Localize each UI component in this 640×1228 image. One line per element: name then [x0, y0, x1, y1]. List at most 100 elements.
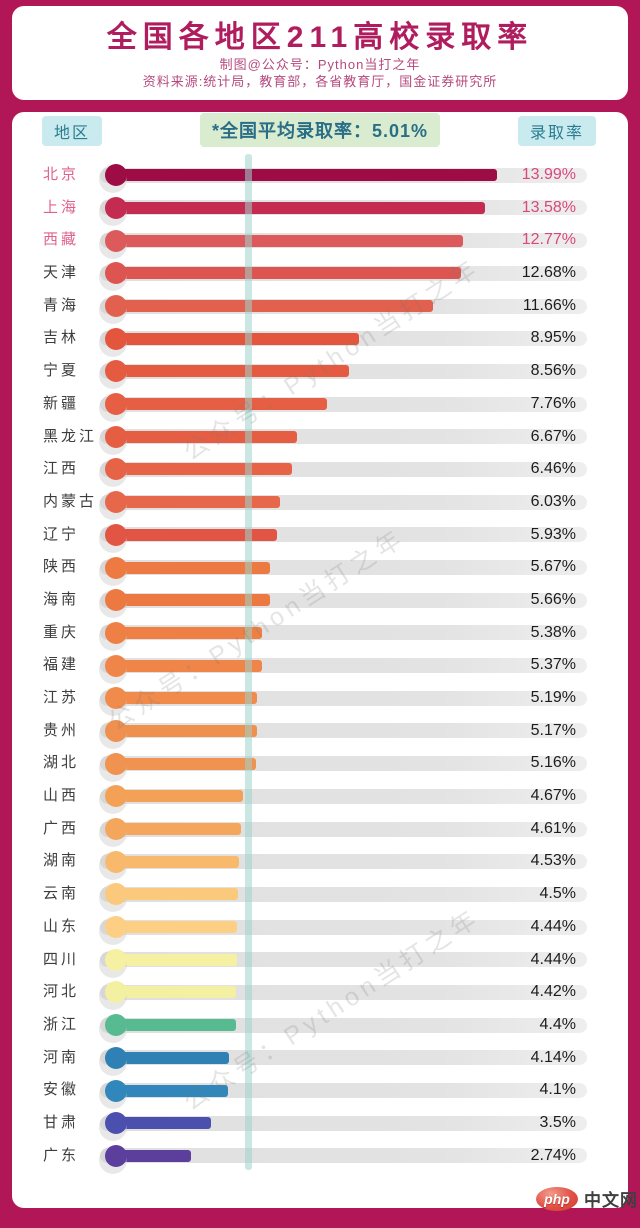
- rate-value: 4.4%: [539, 1015, 576, 1033]
- rate-value: 5.67%: [530, 558, 576, 576]
- rate-value: 12.77%: [521, 231, 576, 249]
- region-label: 云南: [43, 885, 80, 903]
- lollipop-dot: [105, 556, 127, 579]
- value-bar: [116, 1084, 228, 1097]
- rate-value: 5.17%: [530, 721, 576, 739]
- lollipop-dot: [105, 621, 127, 644]
- chart-row: 宁夏 8.56%: [0, 355, 640, 388]
- rate-value: 4.14%: [530, 1048, 576, 1066]
- bar-track: [100, 1148, 587, 1164]
- rate-value: 5.93%: [530, 525, 576, 543]
- region-label: 上海: [43, 198, 80, 216]
- rate-value: 13.99%: [521, 166, 576, 183]
- lollipop-dot: [105, 196, 127, 219]
- value-bar: [116, 332, 360, 345]
- lollipop-dot: [105, 1112, 127, 1135]
- lollipop-dot: [105, 523, 127, 546]
- region-label: 河南: [43, 1048, 80, 1066]
- value-bar: [116, 724, 257, 737]
- chart-row: 西藏 12.77%: [0, 224, 640, 257]
- rate-value: 4.5%: [539, 885, 576, 903]
- average-reference-line: [245, 154, 252, 1170]
- value-bar: [116, 300, 434, 313]
- value-bar: [116, 398, 328, 411]
- value-bar: [116, 561, 271, 574]
- php-logo-text: php: [544, 1190, 570, 1207]
- lollipop-dot: [105, 883, 127, 906]
- chart-row: 内蒙古 6.03%: [0, 486, 640, 519]
- lollipop-dot: [105, 262, 127, 285]
- lollipop-dot: [105, 850, 127, 873]
- region-label: 山东: [43, 917, 80, 935]
- column-header-region: 地区: [42, 116, 103, 146]
- value-bar: [116, 986, 237, 999]
- chart-row: 新疆 7.76%: [0, 388, 640, 421]
- rate-value: 7.76%: [530, 394, 576, 412]
- region-label: 青海: [43, 296, 80, 314]
- value-bar: [116, 267, 461, 280]
- rate-value: 4.53%: [530, 852, 576, 870]
- chart-row: 重庆 5.38%: [0, 617, 640, 650]
- site-logo: php 中文网: [536, 1186, 638, 1211]
- chart-row: 山东 4.44%: [0, 911, 640, 944]
- rate-value: 6.67%: [530, 427, 576, 445]
- chart-row: 河北 4.42%: [0, 976, 640, 1009]
- value-bar: [116, 888, 239, 901]
- value-bar: [116, 169, 497, 182]
- value-bar: [116, 790, 244, 803]
- rate-value: 4.44%: [530, 917, 576, 935]
- chart-row: 云南 4.5%: [0, 878, 640, 911]
- region-label: 安徽: [43, 1081, 80, 1099]
- region-label: 陕西: [43, 558, 80, 576]
- region-label: 甘肃: [43, 1113, 80, 1131]
- lollipop-dot: [105, 491, 127, 514]
- bar-chart: 北京 13.99% 上海 13.58% 西藏 12.77% 天津 12.68% 青海 11.66%…: [0, 159, 640, 1172]
- column-header-rate: 录取率: [517, 116, 596, 146]
- value-bar: [116, 757, 257, 770]
- value-bar: [116, 659, 263, 672]
- value-bar: [116, 234, 464, 247]
- chart-row: 辽宁 5.93%: [0, 519, 640, 552]
- chart-row: 河南 4.14%: [0, 1042, 640, 1075]
- value-bar: [116, 1019, 236, 1032]
- chart-row: 陕西 5.67%: [0, 551, 640, 584]
- rate-value: 8.56%: [530, 362, 576, 380]
- region-label: 湖北: [43, 754, 80, 772]
- rate-value: 13.58%: [521, 198, 576, 216]
- lollipop-dot: [105, 719, 127, 742]
- chart-row: 贵州 5.17%: [0, 715, 640, 748]
- region-label: 广东: [43, 1146, 80, 1164]
- value-bar: [116, 921, 237, 934]
- lollipop-dot: [105, 1046, 127, 1069]
- rate-value: 3.5%: [539, 1113, 576, 1131]
- rate-value: 11.66%: [522, 296, 576, 314]
- lollipop-dot: [105, 687, 127, 710]
- region-label: 新疆: [43, 394, 80, 412]
- region-label: 西藏: [43, 231, 80, 249]
- chart-row: 福建 5.37%: [0, 649, 640, 682]
- rate-value: 4.42%: [530, 983, 576, 1001]
- chart-row: 天津 12.68%: [0, 257, 640, 290]
- value-bar: [116, 201, 486, 214]
- lollipop-dot: [105, 360, 127, 383]
- chart-row: 黑龙江 6.67%: [0, 421, 640, 454]
- region-label: 黑龙江: [43, 427, 98, 445]
- lollipop-dot: [105, 327, 127, 350]
- region-label: 山西: [43, 787, 80, 805]
- region-label: 天津: [43, 264, 80, 282]
- rate-value: 5.66%: [530, 590, 576, 608]
- region-label: 江西: [43, 460, 80, 478]
- php-logo-icon: php: [536, 1186, 578, 1211]
- chart-row: 广西 4.61%: [0, 813, 640, 846]
- lollipop-dot: [105, 589, 127, 612]
- region-label: 河北: [43, 983, 80, 1001]
- region-label: 广西: [43, 819, 80, 837]
- page-title: 全国各地区211高校录取率: [106, 21, 534, 54]
- chart-row: 广东 2.74%: [0, 1140, 640, 1173]
- region-label: 重庆: [43, 623, 80, 641]
- value-bar: [116, 496, 281, 509]
- chart-row: 吉林 8.95%: [0, 322, 640, 355]
- value-bar: [116, 1117, 212, 1130]
- lollipop-dot: [105, 916, 127, 939]
